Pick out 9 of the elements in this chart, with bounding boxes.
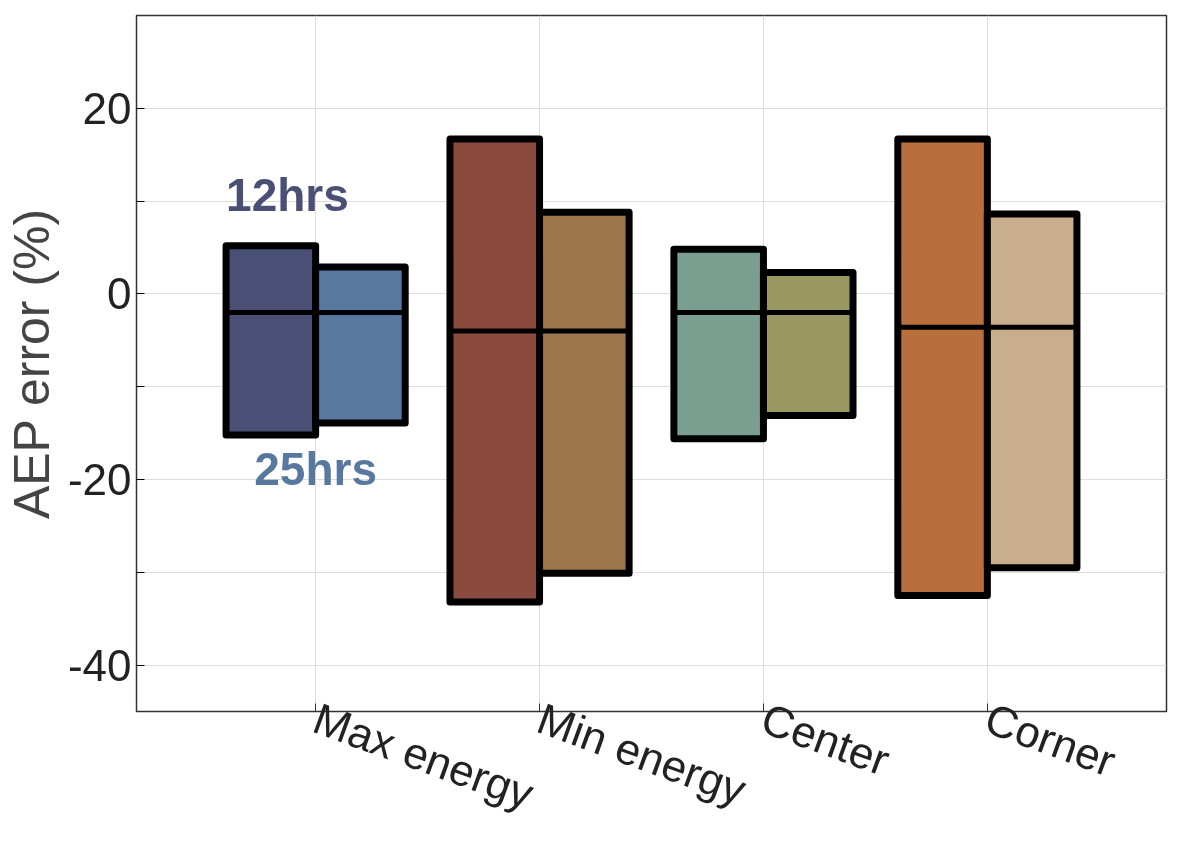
y-tick-label: -20 (67, 455, 132, 504)
y-axis-title: AEP error (%) (3, 208, 60, 520)
y-tick-label: -40 (67, 640, 132, 690)
series-label: 25hrs (254, 442, 378, 495)
y-tick-label: 0 (107, 269, 132, 319)
x-tick-label: Corner (978, 693, 1123, 786)
x-tick-label: Center (755, 693, 896, 785)
y-tick-label: 20 (82, 83, 132, 133)
series-label: 12hrs (226, 168, 349, 221)
